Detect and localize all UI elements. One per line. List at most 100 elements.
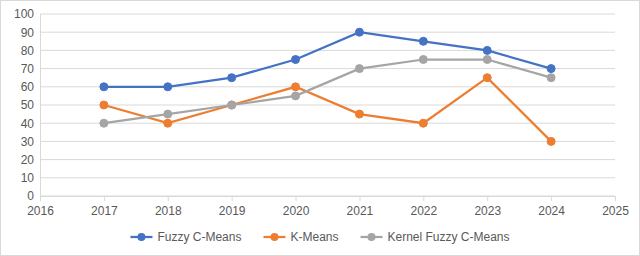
tick-label: 2017 bbox=[91, 204, 118, 218]
x-axis: 2016 2017 2018 2019 2020 2021 2022 2023 2024 2025 bbox=[27, 196, 629, 218]
tick-mark bbox=[168, 196, 169, 201]
series-marker bbox=[547, 137, 555, 145]
tick-mark bbox=[296, 196, 297, 201]
legend-marker bbox=[137, 233, 145, 241]
legend-label: K-Means bbox=[290, 230, 338, 244]
tick-label: 90 bbox=[21, 26, 35, 40]
tick: 2016 bbox=[27, 196, 54, 218]
tick: 90 bbox=[21, 26, 40, 40]
grid-line bbox=[40, 68, 615, 69]
series-marker bbox=[355, 28, 363, 36]
series-marker bbox=[228, 101, 236, 109]
tick: 20 bbox=[21, 153, 40, 167]
tick-label: 100 bbox=[14, 7, 34, 21]
tick: 30 bbox=[21, 135, 40, 149]
chart: 0102030405060708090100201620172018201920… bbox=[0, 0, 640, 256]
grid-line bbox=[40, 14, 615, 15]
series-group bbox=[100, 28, 555, 145]
tick: 2020 bbox=[283, 196, 310, 218]
series-marker bbox=[164, 110, 172, 118]
tick-label: 2020 bbox=[283, 204, 310, 218]
tick-mark bbox=[232, 196, 233, 201]
tick-mark bbox=[359, 196, 360, 201]
tick-mark bbox=[487, 196, 488, 201]
series-marker bbox=[483, 46, 491, 54]
tick-label: 2016 bbox=[27, 204, 54, 218]
tick: 2021 bbox=[347, 196, 374, 218]
series-marker bbox=[292, 83, 300, 91]
series-marker bbox=[228, 101, 236, 109]
series-marker bbox=[164, 83, 172, 91]
tick-mark bbox=[615, 196, 616, 201]
tick: 80 bbox=[21, 44, 40, 58]
series-line bbox=[104, 32, 551, 87]
series-marker bbox=[547, 65, 555, 73]
chart-frame bbox=[1, 1, 640, 256]
tick-label: 2022 bbox=[410, 204, 437, 218]
series-marker bbox=[355, 110, 363, 118]
grid bbox=[40, 14, 615, 196]
series-marker bbox=[355, 65, 363, 73]
series-marker bbox=[483, 56, 491, 64]
series-marker bbox=[547, 74, 555, 82]
y-axis-line bbox=[40, 15, 41, 197]
legend-item: Fuzzy C-Means bbox=[130, 230, 241, 244]
series-marker bbox=[100, 83, 108, 91]
series-marker bbox=[228, 74, 236, 82]
tick-label: 50 bbox=[21, 98, 35, 112]
grid-line bbox=[40, 105, 615, 106]
legend-label: Fuzzy C-Means bbox=[157, 230, 241, 244]
series-marker bbox=[164, 119, 172, 127]
tick-mark bbox=[551, 196, 552, 201]
series-line bbox=[104, 60, 551, 124]
tick-label: 0 bbox=[27, 189, 34, 203]
tick-label: 40 bbox=[21, 117, 35, 131]
series-marker bbox=[419, 56, 427, 64]
series-marker bbox=[100, 119, 108, 127]
tick-label: 2021 bbox=[347, 204, 374, 218]
tick: 40 bbox=[21, 117, 40, 131]
x-axis-line bbox=[41, 196, 616, 197]
tick: 60 bbox=[21, 80, 40, 94]
tick-mark bbox=[423, 196, 424, 201]
tick: 2023 bbox=[474, 196, 501, 218]
tick-mark bbox=[104, 196, 105, 201]
series-line bbox=[104, 78, 551, 142]
tick: 2017 bbox=[91, 196, 118, 218]
grid-line bbox=[40, 159, 615, 160]
grid-line bbox=[40, 32, 615, 33]
series-marker bbox=[292, 56, 300, 64]
legend-item: Kernel Fuzzy C-Means bbox=[361, 230, 510, 244]
series-marker bbox=[419, 119, 427, 127]
tick-label: 30 bbox=[21, 135, 35, 149]
tick: 100 bbox=[14, 7, 40, 21]
grid-line bbox=[40, 141, 615, 142]
y-axis: 0 10 20 30 40 50 60 70 80 90 100 bbox=[14, 7, 41, 203]
tick-label: 70 bbox=[21, 62, 35, 76]
tick-label: 2018 bbox=[155, 204, 182, 218]
tick: 70 bbox=[21, 62, 40, 76]
plot: 0102030405060708090100201620172018201920… bbox=[14, 7, 629, 217]
tick-label: 10 bbox=[21, 171, 35, 185]
tick-label: 2025 bbox=[602, 204, 629, 218]
series-marker bbox=[419, 37, 427, 45]
tick-label: 20 bbox=[21, 153, 35, 167]
tick: 2019 bbox=[219, 196, 246, 218]
tick: 10 bbox=[21, 171, 40, 185]
tick-label: 60 bbox=[21, 80, 35, 94]
grid-line bbox=[40, 50, 615, 51]
series-marker bbox=[292, 92, 300, 100]
series-marker bbox=[100, 101, 108, 109]
legend-marker bbox=[368, 233, 376, 241]
tick: 2024 bbox=[538, 196, 565, 218]
tick-label: 2024 bbox=[538, 204, 565, 218]
legend: Fuzzy C-Means K-Means Kernel Fuzzy C-Means bbox=[130, 230, 509, 244]
grid-line bbox=[40, 123, 615, 124]
tick-label: 80 bbox=[21, 44, 35, 58]
tick-label: 2019 bbox=[219, 204, 246, 218]
grid-line bbox=[40, 177, 615, 178]
legend-marker bbox=[270, 233, 278, 241]
tick: 0 bbox=[27, 189, 40, 203]
legend-item: K-Means bbox=[263, 230, 338, 244]
tick: 2025 bbox=[602, 196, 629, 218]
